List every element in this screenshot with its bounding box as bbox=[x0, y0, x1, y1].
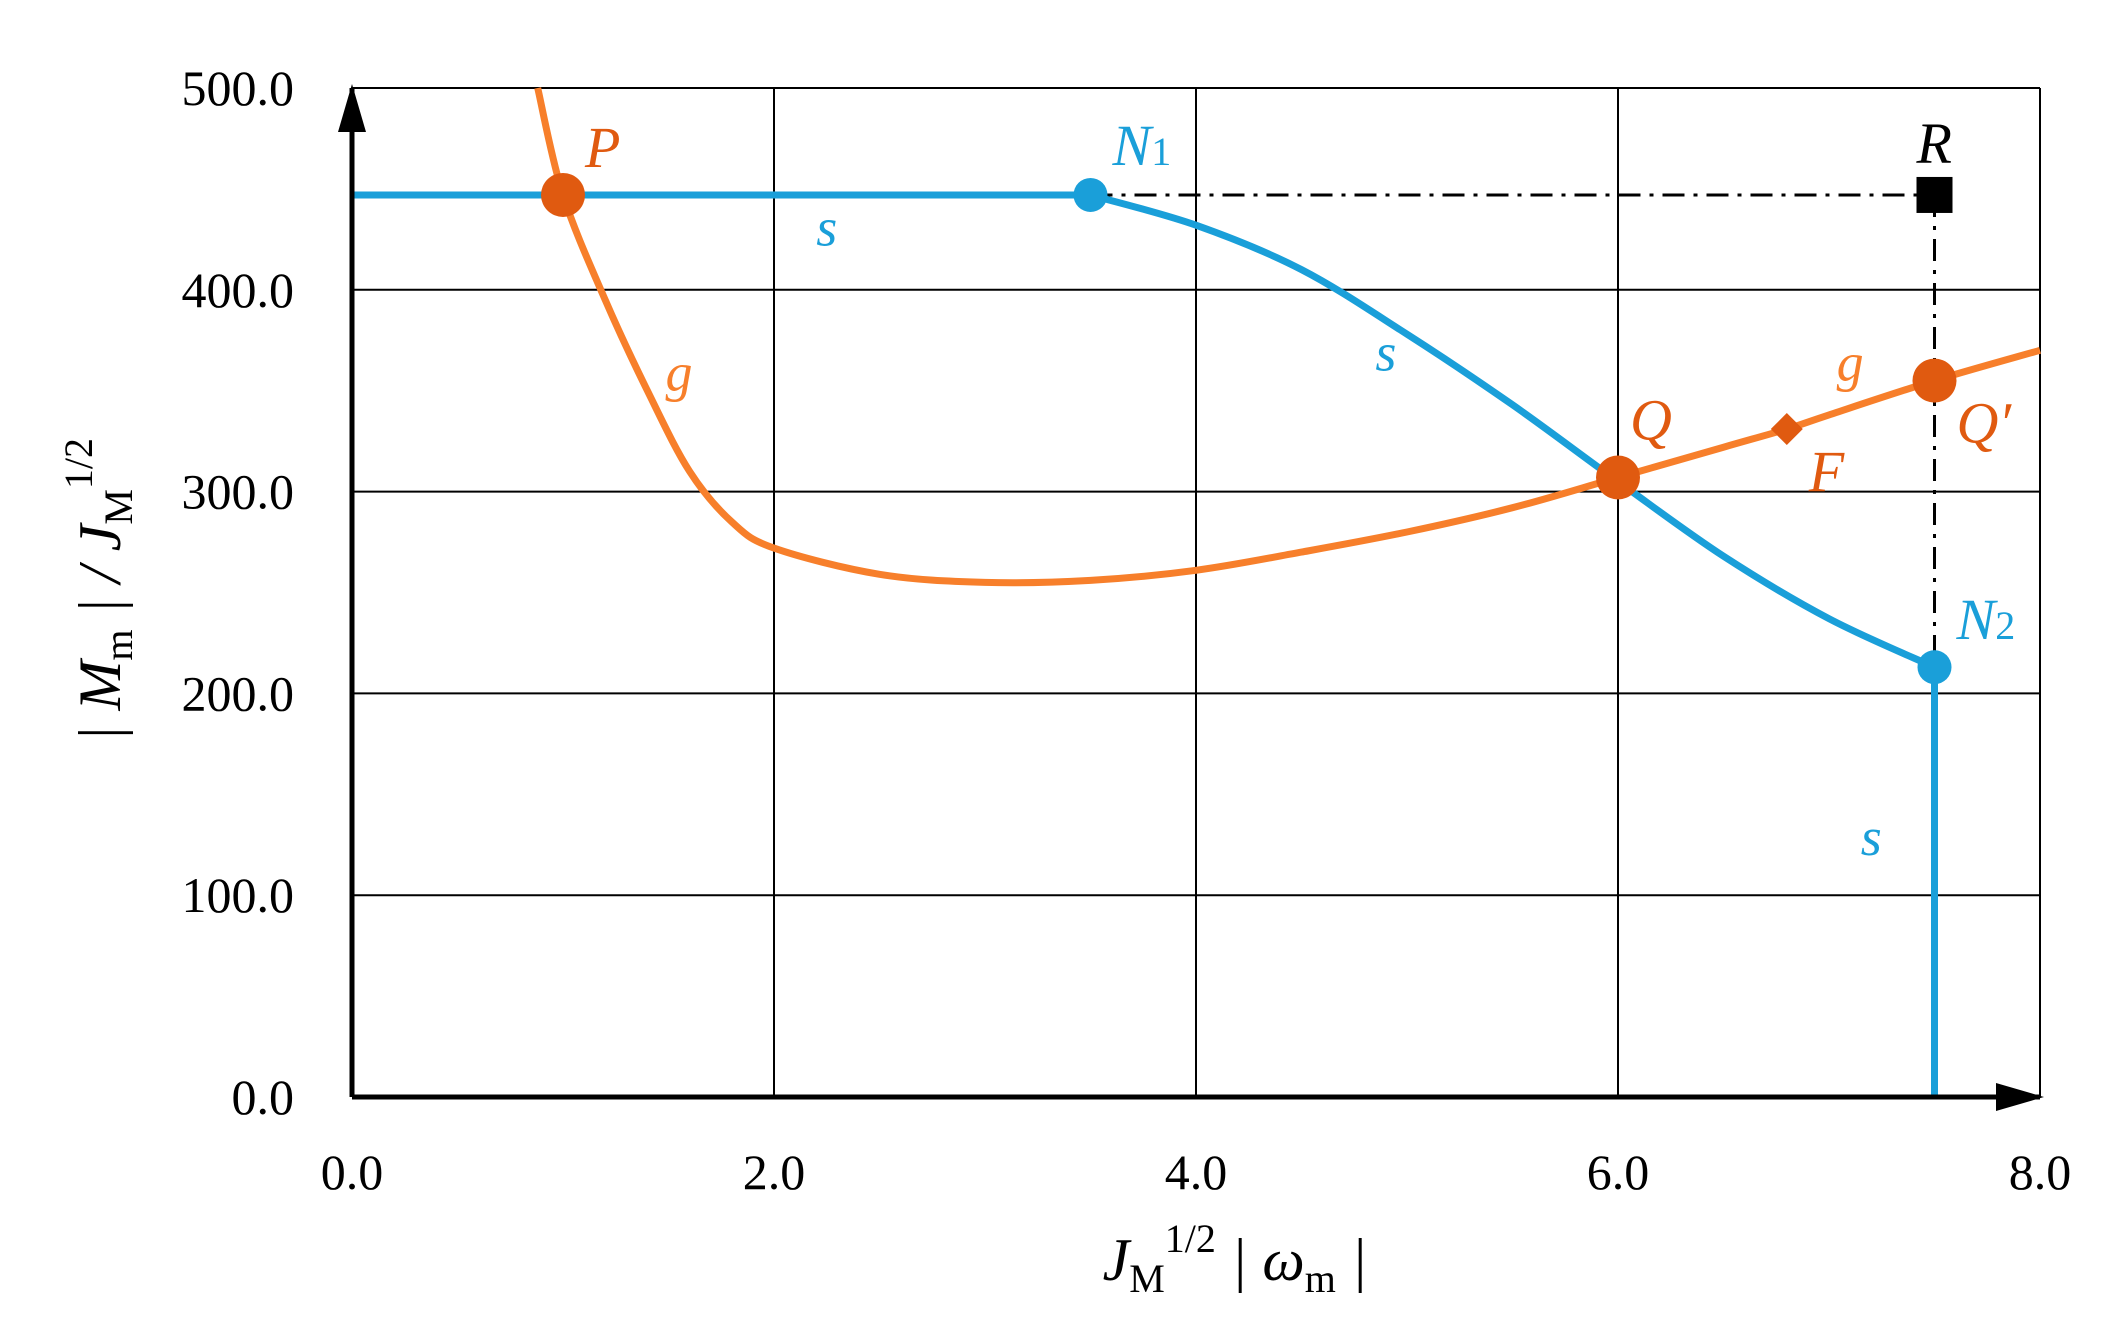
y-tick-label: 200.0 bbox=[182, 665, 295, 721]
x-axis-title-main: J bbox=[1103, 1227, 1132, 1293]
x-axis-title-rest: | ω bbox=[1216, 1227, 1305, 1293]
point-marker bbox=[1912, 358, 1957, 403]
point-label: Q bbox=[1630, 387, 1672, 452]
curve-label-g: g bbox=[1837, 333, 1864, 393]
point-marker bbox=[1916, 176, 1953, 213]
x-axis-title-end: | bbox=[1336, 1227, 1368, 1293]
curve-label-s: s bbox=[1375, 323, 1396, 383]
x-tick-label: 4.0 bbox=[1165, 1144, 1228, 1200]
point-marker bbox=[1770, 413, 1803, 446]
point-marker bbox=[1073, 177, 1108, 212]
point-label: F bbox=[1808, 439, 1845, 504]
series-line-g bbox=[534, 87, 2041, 587]
y-axis-arrow bbox=[338, 84, 366, 132]
x-tick-label: 0.0 bbox=[321, 1144, 384, 1200]
axes bbox=[338, 84, 2044, 1111]
x-axis-title-sub: M bbox=[1129, 1256, 1165, 1301]
point-marker bbox=[541, 172, 585, 217]
x-axis-title-rest-sub: m bbox=[1305, 1256, 1336, 1301]
point-marker bbox=[1917, 650, 1952, 685]
x-tick-label: 2.0 bbox=[743, 1144, 806, 1200]
y-tick-label: 400.0 bbox=[182, 262, 295, 318]
x-axis-arrow bbox=[1996, 1083, 2044, 1111]
reference-lines bbox=[1090, 193, 1936, 668]
y-axis-title-mid: | / J bbox=[67, 522, 133, 629]
series-layer bbox=[352, 87, 2041, 1097]
point-marker bbox=[1596, 455, 1640, 500]
point-label-main: N bbox=[1956, 587, 1999, 652]
x-tick-label: 6.0 bbox=[1587, 1144, 1650, 1200]
point-label-main: N bbox=[1112, 113, 1155, 178]
marked-points bbox=[541, 172, 1957, 685]
y-axis-title-sup: 1/2 bbox=[56, 438, 101, 489]
grid bbox=[352, 87, 2041, 1097]
y-tick-label: 500.0 bbox=[182, 60, 295, 116]
y-axis-title-pre: | M bbox=[67, 658, 133, 742]
point-label-main: Q′ bbox=[1957, 391, 2013, 456]
series-line-s bbox=[352, 191, 1938, 1097]
point-label-main: F bbox=[1808, 439, 1845, 504]
point-label-main: R bbox=[1916, 111, 1952, 176]
point-label-main: P bbox=[584, 115, 620, 180]
y-axis-title-sub1: m bbox=[96, 629, 141, 660]
point-label: R bbox=[1916, 111, 1952, 176]
y-tick-label: 100.0 bbox=[182, 867, 295, 923]
y-tick-label: 300.0 bbox=[182, 464, 295, 520]
point-label: Q′ bbox=[1957, 391, 2013, 456]
point-label: N2 bbox=[1956, 587, 2016, 652]
x-axis-title-sup: 1/2 bbox=[1165, 1216, 1216, 1261]
x-axis-title: JM1/2 | ωm | bbox=[1103, 1216, 1368, 1301]
point-label-sub: 2 bbox=[1995, 603, 2015, 648]
curve-label-s: s bbox=[1861, 807, 1882, 867]
point-label-main: Q bbox=[1630, 387, 1672, 452]
curve-label-s: s bbox=[816, 197, 837, 257]
point-label: N1 bbox=[1112, 113, 1172, 178]
point-label-sub: 1 bbox=[1151, 129, 1171, 174]
curve-label-g: g bbox=[666, 343, 693, 403]
y-axis-title: | Mm | / JM1/2 bbox=[56, 438, 141, 742]
y-tick-label: 0.0 bbox=[232, 1069, 295, 1125]
tick-labels: 0.0 2.0 4.0 6.0 8.0 0.0 100.0 200.0 300.0 400.0 50… bbox=[182, 60, 2072, 1200]
x-tick-label: 8.0 bbox=[2009, 1144, 2072, 1200]
y-axis-title-sub2: M bbox=[96, 489, 141, 525]
point-label: P bbox=[584, 115, 620, 180]
